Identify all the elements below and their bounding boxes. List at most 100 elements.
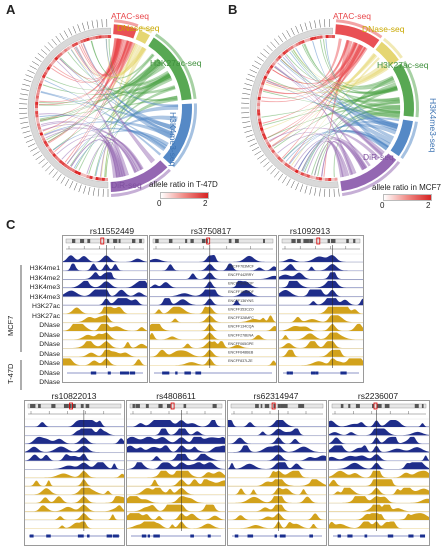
signal-track: [279, 272, 363, 280]
gene-exon: [279, 534, 285, 538]
panel-a-label-h3k4me3: H3K4me3-seq: [168, 112, 178, 167]
chord-link: [73, 130, 169, 169]
signal-track: [279, 315, 363, 323]
chromosome-ideogram: [65, 238, 145, 244]
ideogram-band: [190, 239, 194, 243]
allele-ratio-cell: [61, 50, 66, 55]
allele-ratio-cell: [309, 175, 314, 179]
ideogram-band: [297, 239, 301, 243]
allele-ratio-cell: [54, 155, 59, 160]
signal-track: [228, 437, 326, 444]
signal-track: [127, 496, 225, 504]
chord-link: [94, 73, 171, 176]
ideogram-band: [87, 239, 90, 243]
snp-label-tick: [324, 188, 326, 197]
allele-ratio-cell: [77, 40, 82, 45]
snp-label-tick: [309, 21, 312, 30]
gene-exon: [286, 371, 290, 375]
snp-label-tick: [38, 158, 46, 164]
track-label: DNase: [39, 379, 60, 386]
snp-label-tick: [32, 151, 40, 156]
signal-track: [63, 332, 147, 340]
track-label: H3K4me3: [29, 284, 60, 291]
chord-link: [264, 53, 378, 130]
allele-ratio-cell: [48, 63, 53, 68]
genome-browser-rs1092913: [278, 235, 364, 383]
chord-link: [45, 127, 143, 171]
signal-track: [279, 298, 363, 306]
signal-track: [228, 428, 326, 436]
signal-track: [228, 496, 326, 504]
allele-ratio-cell: [289, 166, 294, 171]
gene-exon: [126, 371, 130, 375]
allele-ratio-cell: [259, 87, 263, 92]
signal-track: [63, 255, 147, 263]
snp-label-tick: [260, 158, 267, 164]
chord-link: [40, 91, 167, 150]
chord-link: [279, 59, 398, 130]
snp-label-tick: [20, 93, 29, 96]
snp-label-tick: [243, 88, 252, 91]
allele-ratio-cell: [56, 54, 61, 59]
snp-label-tick: [274, 38, 280, 46]
snp-label-tick: [97, 188, 100, 197]
snp-label-tick: [257, 56, 264, 62]
signal-track: [63, 263, 147, 271]
allele-ratio-cell: [277, 55, 282, 60]
allele-ratio-cell: [95, 35, 99, 40]
gene-exon: [408, 534, 414, 538]
track-label: DNase: [39, 341, 60, 348]
signal-track: [150, 323, 276, 332]
allele-ratio-cell: [328, 35, 332, 39]
track-label: DNase: [39, 350, 60, 358]
ideogram-band: [301, 404, 305, 408]
ideogram-band: [255, 404, 259, 408]
panel-b-label-h3k4me3: H3K4me3-seq: [428, 98, 438, 153]
allele-ratio-cell: [257, 99, 261, 104]
chord-link: [265, 65, 389, 94]
snp-title-rs2236007: rs2236007: [357, 391, 399, 401]
allele-ratio-cell: [92, 176, 96, 180]
snp-label-tick: [247, 73, 256, 78]
snp-label-tick: [270, 168, 276, 175]
allele-ratio-cell: [63, 163, 68, 168]
chord-link: [274, 66, 368, 169]
encode-accession-label: ENCFF442RRY: [228, 273, 254, 277]
allele-ratio-cell: [269, 64, 274, 69]
gene-exon: [364, 534, 368, 538]
chord-link: [283, 129, 390, 160]
signal-track: [25, 453, 124, 461]
snp-label-tick: [47, 42, 54, 49]
chord-link: [54, 38, 122, 153]
assay-segment-outer-ring: [335, 19, 383, 39]
allele-ratio-cell: [260, 81, 265, 86]
chord-link: [262, 45, 364, 124]
panel-a-letter: A: [6, 2, 16, 17]
snp-label-tick: [30, 147, 38, 152]
encode-accession-label: ENCFF278ENA: [228, 333, 254, 337]
allele-ratio-cell: [86, 174, 90, 179]
chord-link: [268, 127, 380, 160]
snp-label-tick: [251, 64, 260, 70]
allele-ratio-cell: [324, 177, 329, 181]
gene-exon: [90, 371, 97, 375]
gene-exon: [289, 371, 293, 375]
snp-label-tick: [266, 45, 273, 52]
allele-ratio-cell: [266, 69, 271, 75]
allele-ratio-cell: [279, 52, 285, 58]
signal-track: [150, 298, 276, 306]
allele-ratio-cell: [50, 150, 55, 155]
snp-label-tick: [266, 164, 273, 171]
snp-label-tick: [290, 27, 295, 36]
allele-ratio-cell: [260, 84, 264, 89]
panel-b-label-h3k27ac: H3K27ac-seq: [377, 60, 429, 70]
allele-ratio-cell: [35, 108, 39, 112]
encode-accession-label: ENCFF353CZO: [228, 307, 254, 311]
ideogram-band: [414, 404, 419, 408]
allele-ratio-cell: [95, 176, 99, 181]
signal-track: [279, 323, 363, 332]
gene-exon: [195, 371, 202, 375]
chord-link: [277, 62, 385, 156]
snp-label-tick: [243, 125, 252, 128]
ideogram-region-marker: [100, 237, 105, 245]
